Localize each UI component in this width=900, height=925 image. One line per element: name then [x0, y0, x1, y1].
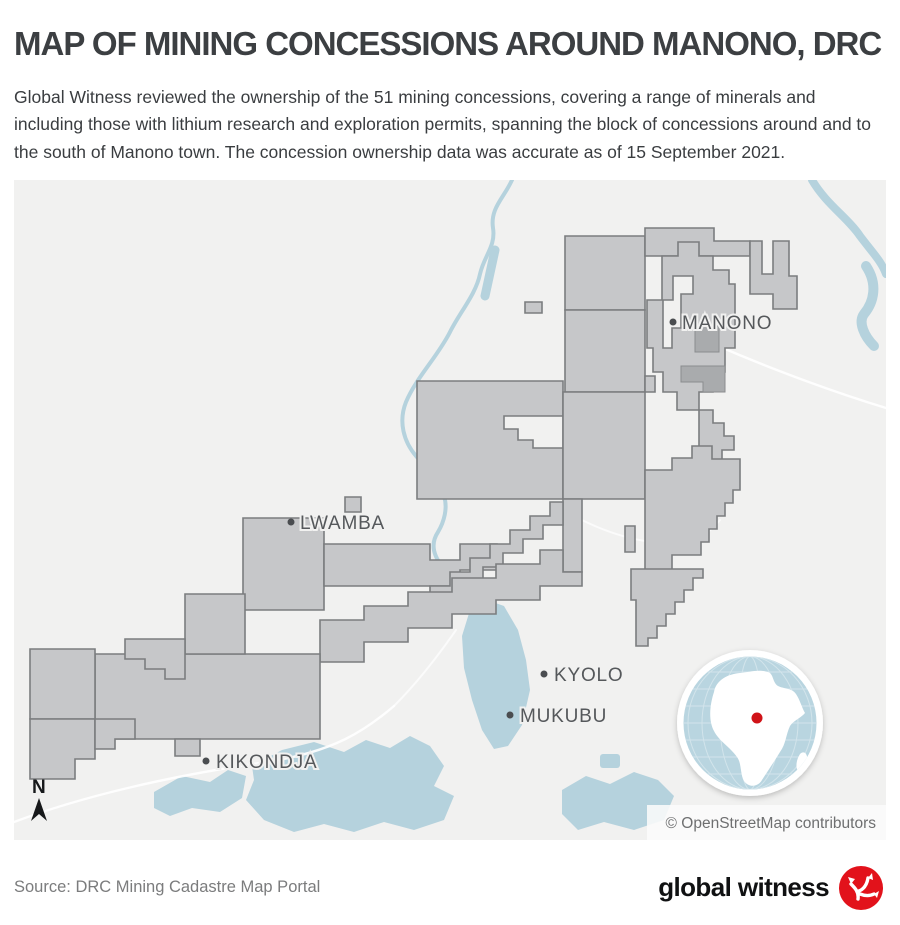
logo-wordmark: global witness	[658, 872, 829, 903]
attribution-text: © OpenStreetMap contributors	[666, 815, 877, 832]
global-witness-logo: global witness	[658, 865, 884, 911]
mukubu-label: MUKUBU	[520, 706, 607, 727]
map-attribution: © OpenStreetMap contributors	[647, 804, 886, 840]
page-title: MAP OF MINING CONCESSIONS AROUND MANONO,…	[14, 25, 882, 62]
page-description: Global Witness reviewed the ownership of…	[14, 86, 872, 162]
globe-inset	[677, 649, 823, 796]
kikondja-label: KIKONDJA	[216, 752, 317, 773]
kyolo-label: KYOLO	[554, 665, 623, 686]
north-arrow: N	[31, 777, 47, 821]
place-labels: MANONO LWAMBA KYOLO MUKUBU KIKONDJA	[202, 311, 774, 775]
lwamba-label: LWAMBA	[300, 513, 385, 534]
north-arrow-icon	[31, 797, 47, 821]
concessions-map: MANONO LWAMBA KYOLO MUKUBU KIKONDJA N	[14, 179, 886, 840]
rivers-and-lakes	[154, 179, 886, 832]
footer: Source: DRC Mining Cadastre Map Portal g…	[0, 860, 900, 916]
header: MAP OF MINING CONCESSIONS AROUND MANONO,…	[0, 0, 900, 166]
kikondja-marker	[202, 757, 210, 765]
africa-silhouette	[710, 670, 805, 786]
map-container: MANONO LWAMBA KYOLO MUKUBU KIKONDJA N	[14, 179, 886, 840]
manono-label: MANONO	[682, 313, 772, 334]
manono-marker	[669, 318, 677, 326]
global-witness-mark-icon	[839, 865, 883, 910]
kyolo-marker	[540, 670, 548, 678]
lwamba-marker	[287, 518, 295, 526]
concession-parcels	[29, 227, 798, 780]
source-text: Source: DRC Mining Cadastre Map Portal	[14, 878, 321, 897]
mukubu-marker	[506, 711, 514, 719]
north-label: N	[32, 777, 46, 798]
location-dot	[751, 712, 763, 724]
